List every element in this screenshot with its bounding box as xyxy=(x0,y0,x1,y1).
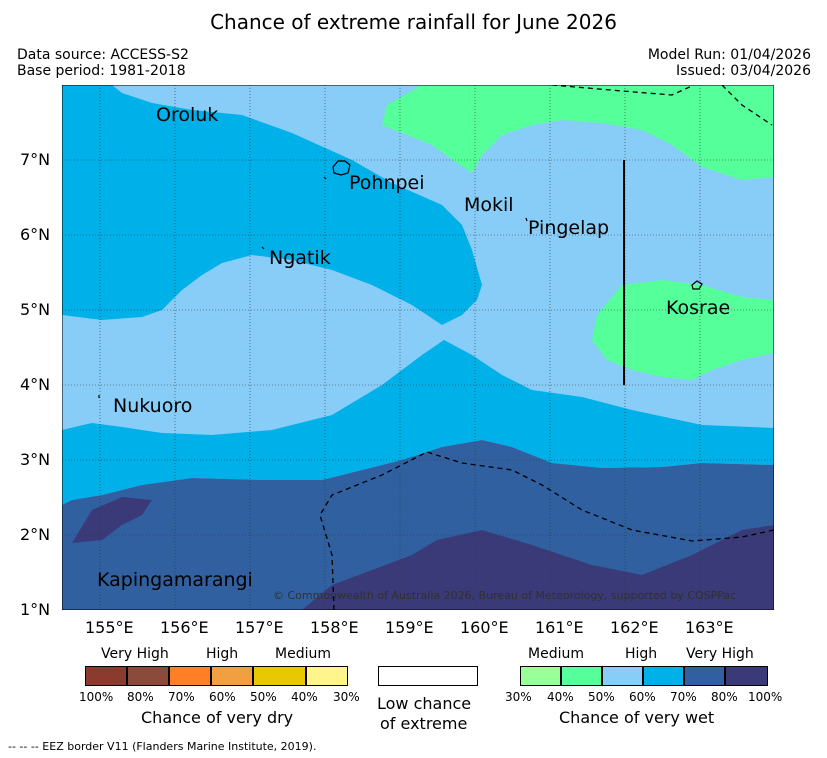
x-tick-155: 155°E xyxy=(85,618,134,637)
x-tick-160: 160°E xyxy=(460,618,509,637)
issued-date: Issued: 03/04/2026 xyxy=(676,63,811,79)
ant-atoll-mark xyxy=(323,176,327,180)
wet-tick-50: 50% xyxy=(588,690,615,704)
x-tick-162: 162°E xyxy=(610,618,659,637)
y-tick-5n: 5°N xyxy=(20,300,51,319)
y-tick-4n: 4°N xyxy=(20,375,51,394)
label-kapingamarangi: Kapingamarangi xyxy=(97,569,253,591)
wet-header-medium: Medium xyxy=(528,646,584,662)
band-80-100-west xyxy=(72,497,152,543)
dry-tick-80: 80% xyxy=(127,690,154,704)
eez-border-northeast xyxy=(721,85,773,126)
x-tick-156: 156°E xyxy=(160,618,209,637)
label-oroluk: Oroluk xyxy=(156,104,219,126)
dry-swatch-40-50 xyxy=(253,666,306,686)
y-tick-1n: 1°N xyxy=(20,600,51,619)
low-chance-line2: of extreme xyxy=(380,714,468,733)
wet-tick-40: 40% xyxy=(547,690,574,704)
band-60-70-north xyxy=(62,85,482,325)
dry-tick-70: 70% xyxy=(168,690,195,704)
x-tick-158: 158°E xyxy=(310,618,359,637)
map-title: Chance of extreme rainfall for June 2026 xyxy=(210,10,617,34)
wet-swatch-70-80 xyxy=(684,666,725,686)
wet-tick-30: 30% xyxy=(505,690,532,704)
label-nukuoro: Nukuoro xyxy=(113,395,193,417)
base-period: Base period: 1981-2018 xyxy=(17,63,186,79)
dry-swatch-60-70 xyxy=(169,666,211,686)
wet-tick-60: 60% xyxy=(629,690,656,704)
label-pingelap: Pingelap xyxy=(528,217,610,239)
model-run: Model Run: 01/04/2026 xyxy=(647,47,811,63)
label-mokil: Mokil xyxy=(464,194,514,216)
label-pohnpei: Pohnpei xyxy=(349,172,425,194)
ngatik-mark xyxy=(261,246,265,250)
y-tick-7n: 7°N xyxy=(20,150,51,169)
kosrae-island xyxy=(691,280,703,290)
pohnpei-island xyxy=(332,160,351,176)
band-80-100 xyxy=(302,525,774,610)
dry-tick-40: 40% xyxy=(291,690,318,704)
dry-swatch-30-40 xyxy=(306,666,348,686)
eez-border-south xyxy=(319,451,774,610)
low-chance-swatch xyxy=(378,666,478,686)
data-source: Data source: ACCESS-S2 xyxy=(17,47,189,63)
dry-swatch-50-60 xyxy=(211,666,253,686)
wet-tick-70: 70% xyxy=(670,690,697,704)
y-tick-2n: 2°N xyxy=(20,525,51,544)
wet-caption: Chance of very wet xyxy=(559,708,715,727)
copyright-notice: © Commonwealth of Australia 2026, Bureau… xyxy=(273,589,737,602)
band-40-50-north xyxy=(382,85,774,180)
dry-header-high: High xyxy=(206,646,239,662)
dry-tick-30: 30% xyxy=(333,690,360,704)
x-tick-161: 161°E xyxy=(535,618,584,637)
band-60-70-south xyxy=(62,340,774,505)
x-tick-159: 159°E xyxy=(385,618,434,637)
wet-swatch-80-100 xyxy=(725,666,768,686)
x-tick-163: 163°E xyxy=(685,618,734,637)
x-tick-157: 157°E xyxy=(235,618,284,637)
dry-caption: Chance of very dry xyxy=(141,708,294,727)
wet-swatch-40-50 xyxy=(561,666,602,686)
wet-tick-80: 80% xyxy=(711,690,738,704)
dry-tick-60: 60% xyxy=(209,690,236,704)
wet-swatch-50-60 xyxy=(602,666,643,686)
low-chance-line1: Low chance xyxy=(377,694,472,713)
wet-swatch-60-70 xyxy=(643,666,684,686)
wet-swatch-30-40 xyxy=(520,666,561,686)
dry-swatch-70-80 xyxy=(127,666,169,686)
y-tick-3n: 3°N xyxy=(20,450,51,469)
label-kosrae: Kosrae xyxy=(666,297,731,319)
pingelap-mark xyxy=(525,217,528,222)
dry-tick-50: 50% xyxy=(250,690,277,704)
label-ngatik: Ngatik xyxy=(269,247,331,269)
wet-tick-100: 100% xyxy=(748,690,783,704)
dry-header-very-high: Very High xyxy=(101,646,169,662)
dry-header-medium: Medium xyxy=(275,646,331,662)
eez-footnote: -- -- -- EEZ border V11 (Flanders Marine… xyxy=(8,740,317,753)
y-tick-6n: 6°N xyxy=(20,225,51,244)
wet-header-very-high: Very High xyxy=(686,646,754,662)
rainfall-map xyxy=(62,85,774,610)
dry-swatch-80-100 xyxy=(85,666,127,686)
wet-header-high: High xyxy=(625,646,658,662)
band-40-50-kosrae xyxy=(592,280,774,380)
dry-tick-100: 100% xyxy=(79,690,114,704)
